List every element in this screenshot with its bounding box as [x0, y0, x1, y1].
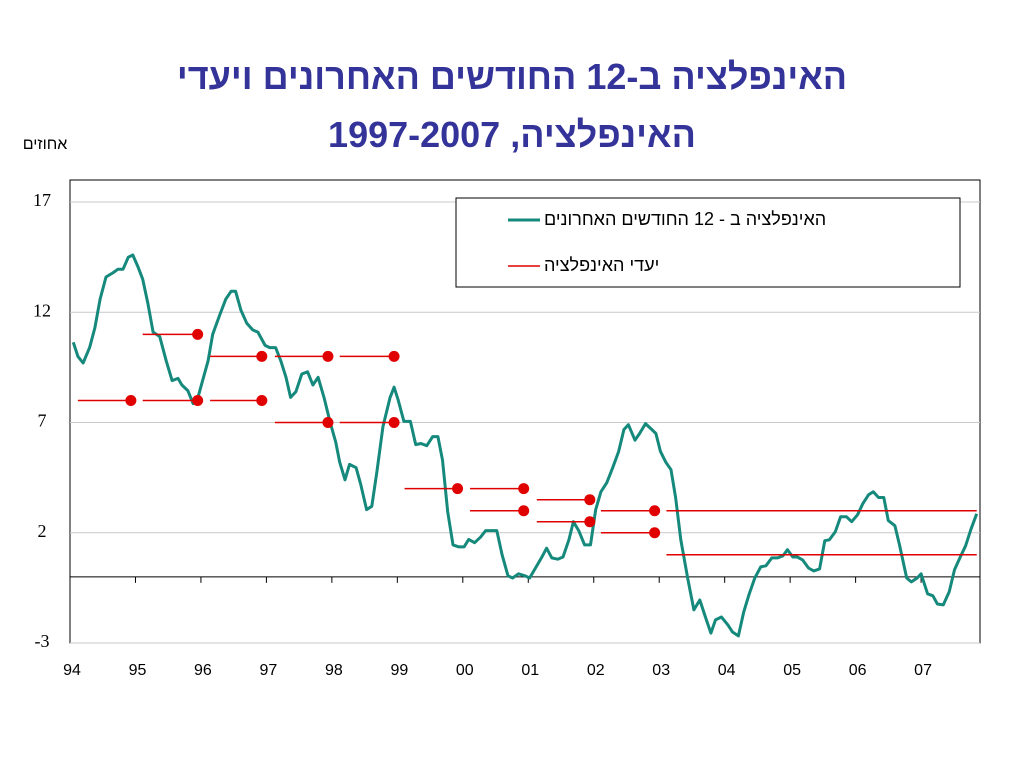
x-tick-label: 99: [390, 662, 408, 679]
x-tick-label: 94: [63, 662, 81, 679]
y-tick-label: 2: [38, 521, 47, 541]
y-tick-label: 7: [38, 411, 47, 431]
x-tick-label: 01: [521, 662, 539, 679]
x-tick-label: 95: [129, 662, 147, 679]
target-dot: [518, 505, 530, 517]
target-dot: [388, 417, 400, 429]
y-tick-label: 12: [33, 300, 51, 320]
x-tick-label: 03: [652, 662, 670, 679]
x-tick-label: 06: [849, 662, 867, 679]
x-tick-label: 07: [914, 662, 932, 679]
x-tick-label: 00: [456, 662, 474, 679]
y-axis-label: אחוזים: [22, 136, 68, 153]
legend-label: יעדי האינפלציה: [544, 255, 659, 275]
x-tick-label: 02: [587, 662, 605, 679]
x-tick-label: 04: [718, 662, 736, 679]
target-dot: [388, 350, 400, 362]
target-dot: [192, 394, 204, 406]
target-dot: [584, 516, 596, 528]
x-tick-label: 97: [260, 662, 278, 679]
y-tick-label: -3: [35, 631, 50, 651]
target-dot: [256, 394, 268, 406]
target-dot: [452, 483, 464, 495]
legend-label: האינפלציה ב - 12 החודשים האחרונים: [544, 209, 826, 229]
target-dot: [584, 494, 596, 506]
target-dot: [192, 328, 204, 340]
x-tick-label: 05: [783, 662, 801, 679]
chart-title: האינפלציה ב-12 החודשים האחרונים ויעדי: [176, 56, 848, 97]
target-dot: [649, 527, 661, 539]
target-dot: [322, 417, 334, 429]
target-dot: [125, 394, 137, 406]
target-dot: [256, 350, 268, 362]
target-dot: [649, 505, 661, 517]
legend-box: [455, 197, 961, 288]
x-tick-label: 96: [194, 662, 212, 679]
y-tick-label: 17: [33, 190, 51, 210]
inflation-line: [71, 253, 979, 638]
target-dot: [518, 483, 530, 495]
chart-subtitle: האינפלציה, 1997-2007: [328, 114, 696, 155]
target-dot: [322, 350, 334, 362]
x-tick-label: 98: [325, 662, 343, 679]
